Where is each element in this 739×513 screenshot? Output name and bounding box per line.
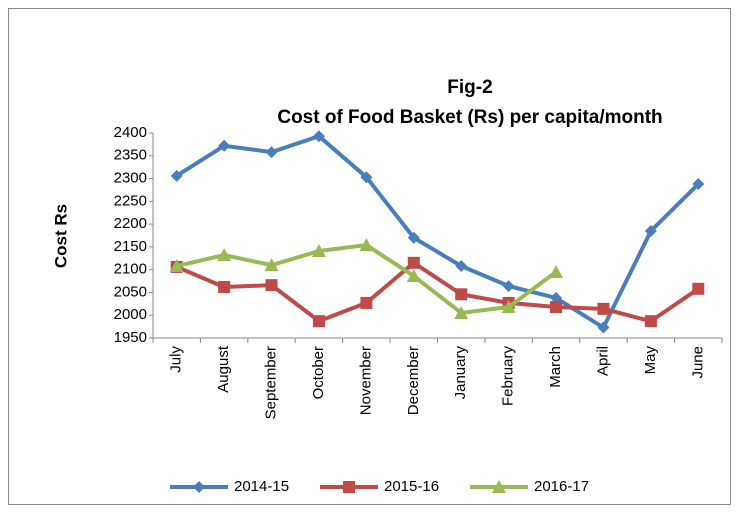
- data-point: [455, 260, 468, 273]
- legend-label: 2014-15: [234, 478, 289, 495]
- x-tick-label: December: [405, 346, 422, 415]
- x-tick-label: September: [263, 346, 280, 419]
- chart-subtitle: Cost of Food Basket (Rs) per capita/mont…: [277, 107, 662, 128]
- data-point: [407, 256, 420, 269]
- data-point: [549, 264, 564, 278]
- x-tick-label: May: [642, 346, 659, 375]
- y-tick-label: 2400: [114, 124, 147, 141]
- data-point: [170, 169, 183, 182]
- data-point: [644, 224, 657, 237]
- data-point: [312, 315, 325, 328]
- series-line: [175, 260, 700, 324]
- chart-border: [8, 8, 731, 505]
- legend-label: 2016-17: [534, 478, 589, 495]
- x-tick-label: January: [452, 346, 469, 400]
- y-axis-title: Cost Rs: [51, 204, 70, 268]
- x-tick-label: July: [168, 346, 185, 373]
- legend-label: 2015-16: [384, 478, 439, 495]
- data-point: [644, 315, 657, 328]
- y-tick-label: 2200: [114, 215, 147, 232]
- data-point: [265, 279, 278, 292]
- data-point: [455, 288, 468, 301]
- y-tick-label: 2350: [114, 147, 147, 164]
- y-tick-label: 2150: [114, 238, 147, 255]
- x-tick-label: November: [357, 346, 374, 415]
- data-point: [597, 302, 610, 315]
- x-tick-label: March: [547, 346, 564, 388]
- x-tick-label: August: [215, 345, 232, 393]
- data-point: [406, 269, 421, 283]
- data-point: [217, 248, 232, 262]
- data-point: [407, 231, 420, 244]
- data-point: [597, 321, 610, 334]
- data-point: [454, 305, 469, 319]
- data-point: [360, 171, 373, 184]
- data-point: [550, 291, 563, 304]
- data-point: [692, 282, 705, 295]
- data-point: [169, 259, 184, 273]
- x-tick-label: April: [594, 346, 611, 376]
- x-tick-label: June: [689, 346, 706, 379]
- x-tick-label: October: [310, 346, 327, 399]
- data-point: [264, 258, 279, 272]
- data-point: [311, 243, 326, 257]
- data-point: [692, 178, 705, 191]
- legend-marker: [492, 480, 506, 493]
- data-point: [359, 238, 374, 252]
- data-point: [502, 280, 515, 293]
- y-tick-label: 2000: [114, 306, 147, 323]
- data-point: [501, 300, 516, 314]
- data-point: [360, 296, 373, 309]
- y-tick-label: 2300: [114, 170, 147, 187]
- data-point: [218, 139, 231, 152]
- data-point: [550, 301, 563, 314]
- chart-title: Fig-2: [447, 77, 492, 98]
- x-tick-label: February: [500, 346, 517, 407]
- y-tick-label: 2250: [114, 192, 147, 209]
- data-point: [218, 280, 231, 293]
- legend-marker: [193, 481, 205, 493]
- y-tick-label: 1950: [114, 329, 147, 346]
- legend-marker: [343, 481, 355, 493]
- y-tick-label: 2100: [114, 261, 147, 278]
- data-point: [265, 146, 278, 159]
- y-tick-label: 2050: [114, 283, 147, 300]
- data-point: [312, 130, 325, 143]
